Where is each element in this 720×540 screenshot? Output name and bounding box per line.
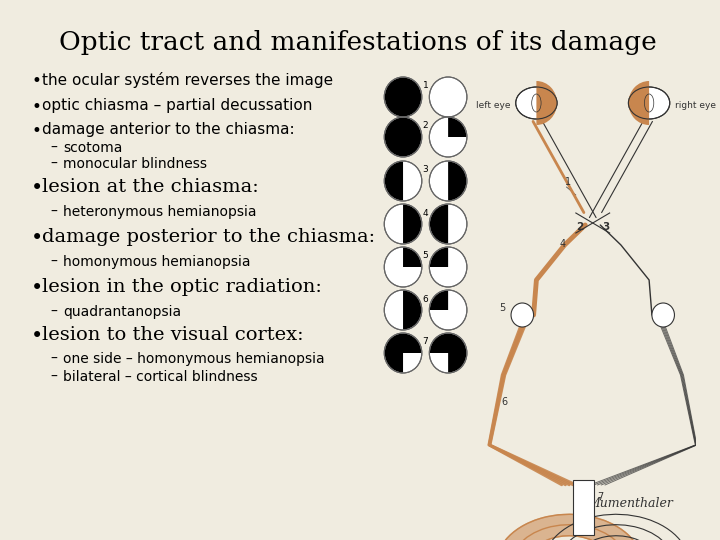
Text: homonymous hemianopsia: homonymous hemianopsia [63,255,251,269]
Wedge shape [448,161,467,200]
Text: lesion at the chiasma:: lesion at the chiasma: [42,178,259,196]
Text: damage anterior to the chiasma:: damage anterior to the chiasma: [42,122,295,137]
Circle shape [429,204,467,244]
Circle shape [429,333,467,373]
Text: 5: 5 [423,252,428,260]
Circle shape [384,204,422,244]
Text: one side – homonymous hemianopsia: one side – homonymous hemianopsia [63,352,325,366]
Circle shape [384,333,422,373]
Circle shape [429,247,467,287]
Text: Optic tract and manifestations of its damage: Optic tract and manifestations of its da… [59,30,657,55]
Text: –: – [50,255,57,269]
Wedge shape [629,81,649,125]
Circle shape [652,303,675,327]
Text: 5: 5 [499,303,505,313]
Text: 2: 2 [423,122,428,131]
Text: •: • [31,178,43,198]
Text: right eye: right eye [675,100,716,110]
Circle shape [429,117,467,157]
Text: –: – [50,157,57,171]
Wedge shape [430,205,448,244]
Circle shape [384,118,421,157]
Circle shape [429,77,467,117]
Text: •: • [31,326,43,346]
Wedge shape [430,291,448,310]
Wedge shape [403,205,421,244]
Ellipse shape [516,87,557,119]
Text: left eye: left eye [476,100,510,110]
Wedge shape [536,81,557,125]
Circle shape [384,117,422,157]
Text: scotoma: scotoma [63,141,122,155]
Text: damage posterior to the chiasma:: damage posterior to the chiasma: [42,228,376,246]
Bar [573,480,594,535]
Text: quadrantanopsia: quadrantanopsia [63,305,181,319]
Circle shape [511,303,534,327]
Text: 1: 1 [564,177,571,187]
Circle shape [384,247,422,287]
Text: heteronymous hemianopsia: heteronymous hemianopsia [63,205,256,219]
Text: –: – [50,205,57,219]
Text: –: – [50,141,57,155]
Text: 6: 6 [423,294,428,303]
Text: monocular blindness: monocular blindness [63,157,207,171]
Wedge shape [430,334,467,373]
Wedge shape [403,291,421,329]
Text: –: – [50,305,57,319]
Text: Mumenthaler: Mumenthaler [588,497,673,510]
Text: •: • [31,228,43,248]
Text: 2: 2 [576,222,583,232]
Text: •: • [31,122,41,140]
Text: bilateral – cortical blindness: bilateral – cortical blindness [63,370,258,384]
Circle shape [384,161,422,201]
Text: optic chiasma – partial decussation: optic chiasma – partial decussation [42,98,312,113]
Text: 4: 4 [560,239,566,249]
Wedge shape [384,334,421,373]
Text: lesion to the visual cortex:: lesion to the visual cortex: [42,326,304,344]
Circle shape [384,78,421,117]
Ellipse shape [629,87,670,119]
Polygon shape [500,514,642,540]
Text: the ocular systém reverses the image: the ocular systém reverses the image [42,72,333,88]
Wedge shape [430,248,448,267]
Text: 4: 4 [423,208,428,218]
Circle shape [429,290,467,330]
Text: 7: 7 [423,338,428,347]
Text: 3: 3 [423,165,428,174]
Text: lesion in the optic radiation:: lesion in the optic radiation: [42,278,323,296]
Wedge shape [448,118,467,137]
Circle shape [384,290,422,330]
Text: 1: 1 [423,82,428,91]
Text: 3: 3 [602,222,609,232]
Text: 6: 6 [502,397,508,407]
Wedge shape [403,248,421,267]
Text: –: – [50,370,57,384]
Text: 7: 7 [598,492,603,502]
Circle shape [384,77,422,117]
Wedge shape [384,161,403,200]
Text: •: • [31,98,41,116]
Text: •: • [31,278,43,298]
Text: •: • [31,72,41,90]
Text: –: – [50,352,57,366]
Circle shape [429,161,467,201]
